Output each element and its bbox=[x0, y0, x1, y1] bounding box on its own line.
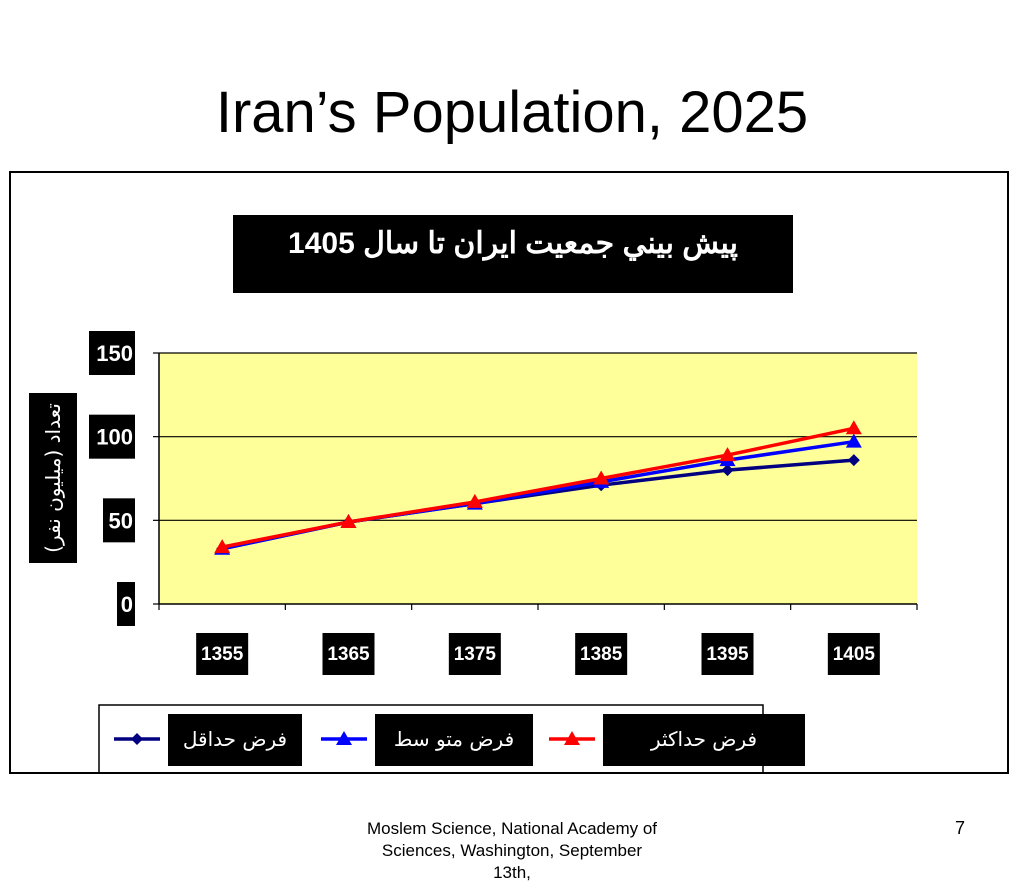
chart-frame: پيش بيني جمعيت ايران تا سال 1405 0 50 100 1… bbox=[9, 171, 1009, 774]
x-tick-label: 1395 bbox=[706, 644, 749, 665]
legend-label-box bbox=[375, 714, 533, 766]
y-tick-label: 50 bbox=[109, 508, 133, 533]
data-point-series-2 bbox=[466, 493, 483, 508]
slide-title: Iran’s Population, 2025 bbox=[215, 80, 809, 145]
x-tick-label-box bbox=[196, 633, 249, 675]
data-point-series-0 bbox=[847, 454, 860, 467]
legend-swatch-marker bbox=[336, 731, 352, 745]
data-point-series-2 bbox=[340, 514, 357, 529]
data-point-series-0 bbox=[721, 464, 734, 477]
data-point-series-2 bbox=[593, 470, 610, 485]
legend-label: فرض حداقل bbox=[183, 727, 287, 751]
footer-text: Moslem Science, National Academy of Scie… bbox=[366, 819, 658, 882]
data-point-series-2 bbox=[845, 420, 862, 435]
x-tick-label-box bbox=[322, 633, 375, 675]
y-tick-label: 100 bbox=[96, 425, 133, 450]
x-tick-label: 1355 bbox=[201, 644, 244, 665]
y-tick-label-box bbox=[117, 582, 135, 626]
data-point-series-2 bbox=[719, 447, 736, 462]
chart-title-box bbox=[233, 215, 793, 293]
x-tick-label-box bbox=[575, 633, 628, 675]
page-number: 7 bbox=[954, 818, 965, 838]
x-tick-label: 1375 bbox=[454, 644, 497, 665]
legend-swatch-marker bbox=[131, 733, 143, 745]
legend-label-box bbox=[603, 714, 805, 766]
population-line-chart: پيش بيني جمعيت ايران تا سال 1405 0 50 100 1… bbox=[29, 215, 918, 772]
legend-label: فرض متو سط bbox=[394, 727, 514, 751]
chart-title: پيش بيني جمعيت ايران تا سال 1405 bbox=[288, 227, 738, 262]
legend-swatch-marker bbox=[564, 731, 580, 745]
y-tick-label: 150 bbox=[96, 341, 133, 366]
y-axis-label-box bbox=[29, 393, 77, 563]
y-tick-label-box bbox=[89, 331, 135, 375]
data-point-series-1 bbox=[845, 433, 862, 448]
y-tick-label-box bbox=[89, 414, 135, 459]
y-axis-label: تعداد (ميليون نفر) bbox=[41, 403, 65, 553]
x-tick-label-box bbox=[701, 633, 754, 675]
legend-label: فرض حداكثر bbox=[650, 727, 757, 751]
x-tick-label: 1385 bbox=[580, 644, 623, 665]
data-point-series-2 bbox=[214, 539, 231, 554]
series-line-2 bbox=[221, 426, 855, 549]
y-tick-label-box bbox=[103, 498, 135, 543]
x-tick-label-box bbox=[827, 633, 880, 675]
x-tick-label: 1405 bbox=[833, 644, 876, 665]
legend-label-box bbox=[168, 714, 302, 766]
x-tick-label: 1365 bbox=[327, 644, 370, 665]
y-tick-label: 0 bbox=[121, 592, 133, 617]
plot-area bbox=[159, 353, 917, 604]
x-tick-label-box bbox=[448, 633, 501, 675]
